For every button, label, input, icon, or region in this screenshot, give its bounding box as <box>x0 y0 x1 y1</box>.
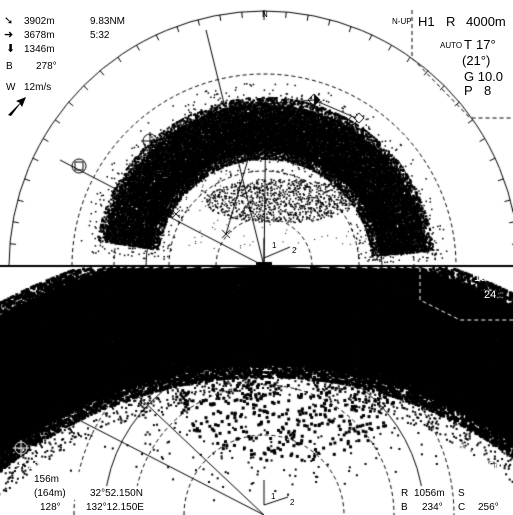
p-label: P <box>464 83 473 98</box>
ship-marker-two-top: 2 <box>292 246 297 255</box>
readout-row2-time: 5:32 <box>90 30 110 41</box>
wind-value: 12m/s <box>24 82 52 93</box>
target-bearing-value: 234° <box>422 502 443 513</box>
wind-arrow-icon <box>8 97 26 116</box>
bottom-range-value: 1000m <box>474 272 508 284</box>
position-lon: 132°12.150E <box>86 502 144 513</box>
range-label: R <box>446 14 456 29</box>
left-bearing-value: 128° <box>40 502 61 513</box>
down-arrow-icon: ⬇ <box>16 473 26 485</box>
course-label: C <box>458 502 466 513</box>
down-right-arrow-icon: ➘ <box>4 15 14 27</box>
wind-label: W <box>6 82 16 93</box>
readout-row1-distance: 3902m <box>24 16 55 27</box>
right-arrow-icon: ➜ <box>4 29 14 41</box>
target-range-value: 1056m <box>414 488 445 499</box>
left-bearing-label: B <box>16 502 23 513</box>
ship-marker-two-bottom: 2 <box>290 498 295 507</box>
down-arrow-icon: ⬇ <box>459 473 469 485</box>
target-range-label: R <box>401 488 409 499</box>
range-value[interactable]: 4000m <box>466 14 506 29</box>
north-mark: N <box>262 10 268 19</box>
right-dist2: 15m <box>478 474 498 485</box>
speed-label: S <box>458 488 465 499</box>
tilt-value[interactable]: 17° <box>476 37 496 52</box>
readout-row3-distance: 1346m <box>24 44 55 55</box>
marker-five-top: 5 <box>378 226 383 235</box>
tilt-sub-value: (21°) <box>462 53 491 68</box>
course-value: 256° <box>478 502 499 513</box>
tilt-label: T <box>464 37 472 52</box>
bottom-tilt-value: 24 <box>484 289 497 301</box>
ship-marker-one-bottom: 1 <box>271 492 276 501</box>
speed-value: 12.3 <box>476 488 496 499</box>
readout-row1-nm: 9.83NM <box>90 16 126 27</box>
gain-value[interactable]: G 10.0 <box>464 69 504 84</box>
left-dist3: (164m) <box>34 488 66 499</box>
target-bearing-label: B <box>401 502 408 513</box>
right-arrow-icon: ➜ <box>457 460 467 472</box>
ship-marker-one-top: 1 <box>272 241 277 250</box>
right-dist1: 2975m <box>472 461 503 472</box>
orientation-mode[interactable]: N-UP <box>392 17 412 26</box>
p-value: 8 <box>484 83 492 98</box>
position-lat: 32°52.150N <box>90 488 143 499</box>
left-dist1: 2975m <box>28 461 59 472</box>
mode-header: H1 <box>418 14 435 29</box>
right-arrow-icon: ➜ <box>14 460 24 472</box>
readout-row2-distance: 3678m <box>24 30 55 41</box>
bearing-label: B <box>6 61 13 72</box>
left-dist2: 156m <box>34 474 60 485</box>
down-arrow-icon: ⬇ <box>6 43 16 55</box>
marker-one-top: 1 <box>401 172 406 181</box>
auto-label: AUTO <box>440 41 463 50</box>
bearing-value: 278° <box>36 61 57 72</box>
